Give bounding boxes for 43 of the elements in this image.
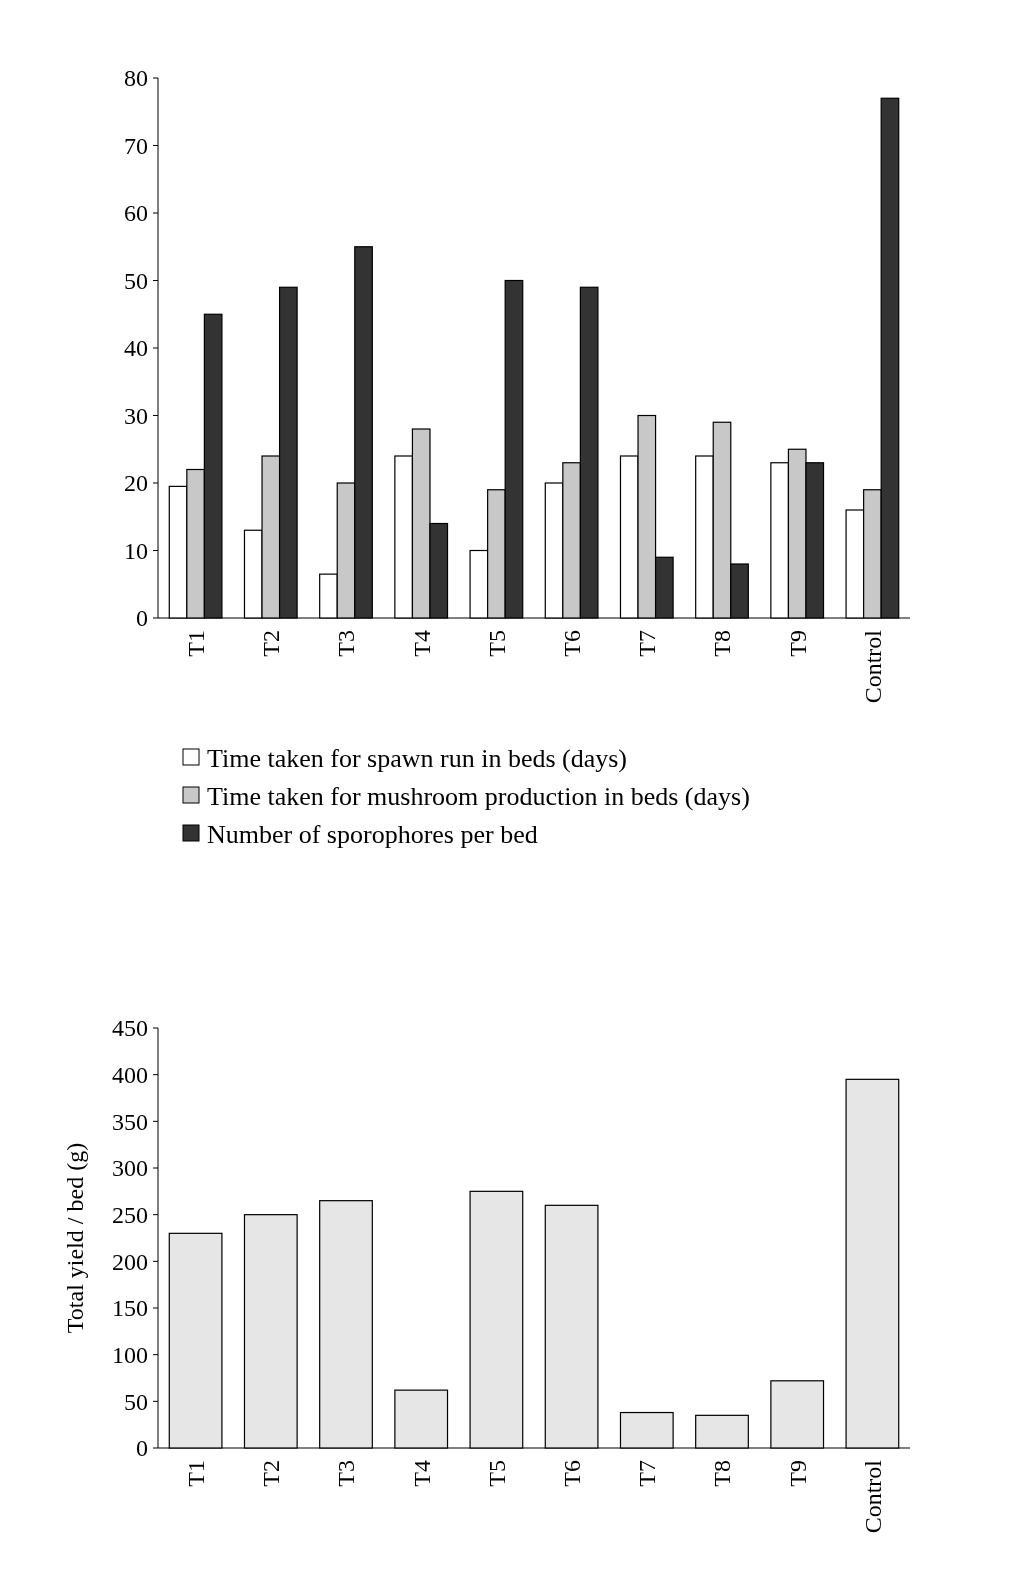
legend-label: Time taken for spawn run in beds (days) <box>207 744 628 774</box>
x-tick-label: T1 <box>183 1460 209 1487</box>
x-tick-label: T5 <box>483 630 510 657</box>
x-tick-label: T5 <box>483 1460 510 1487</box>
y-tick-label: 100 <box>112 1342 148 1369</box>
y-tick-label: 60 <box>124 200 148 227</box>
x-tick-label: T6 <box>559 630 585 657</box>
y-tick-label: 10 <box>124 537 148 564</box>
y-tick-label: 40 <box>124 335 148 362</box>
legend-label: Time taken for mushroom production in beds (days) <box>207 782 750 812</box>
y-tick-label: 350 <box>112 1108 148 1135</box>
x-tick-label: T8 <box>709 1460 736 1487</box>
y-axis-title: Total yield / bed (g) <box>62 1142 88 1334</box>
x-tick-label: T6 <box>559 1460 585 1487</box>
y-tick-label: 80 <box>124 65 148 92</box>
x-tick-label: T7 <box>634 630 661 657</box>
y-tick-label: 50 <box>124 267 148 294</box>
x-tick-label: T3 <box>333 1460 360 1487</box>
y-tick-label: 20 <box>124 470 148 497</box>
y-tick-label: 400 <box>112 1062 148 1089</box>
x-tick-label: T2 <box>258 1460 285 1487</box>
x-tick-label: T9 <box>784 630 811 657</box>
x-tick-label: T3 <box>333 630 360 657</box>
y-tick-label: 150 <box>112 1295 148 1322</box>
y-tick-label: 70 <box>124 132 148 159</box>
y-tick-label: 30 <box>124 402 148 429</box>
y-tick-label: 450 <box>112 1015 148 1042</box>
x-tick-label: Control <box>859 1459 886 1534</box>
x-tick-label: T4 <box>408 630 435 657</box>
x-tick-label: Control <box>859 629 886 704</box>
x-tick-label: T7 <box>634 1460 661 1487</box>
y-tick-label: 200 <box>112 1248 148 1275</box>
x-tick-label: T1 <box>183 630 209 657</box>
x-tick-label: T2 <box>258 630 285 657</box>
legend-label: Number of sporophores per bed <box>207 820 538 850</box>
y-tick-label: 250 <box>112 1202 148 1229</box>
y-tick-label: 300 <box>112 1155 148 1182</box>
x-tick-label: T4 <box>408 1460 435 1487</box>
x-tick-label: T9 <box>784 1460 811 1487</box>
y-tick-label: 0 <box>136 605 148 632</box>
x-tick-label: T8 <box>709 630 736 657</box>
y-tick-label: 0 <box>136 1435 148 1462</box>
y-tick-label: 50 <box>124 1388 148 1415</box>
